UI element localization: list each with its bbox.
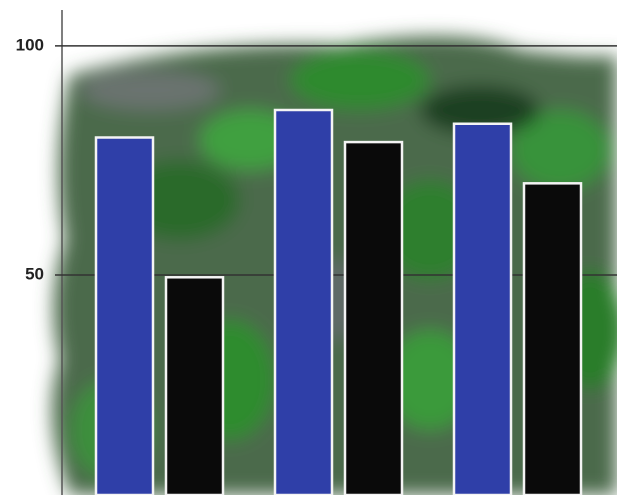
y-tick-label: 50 [25,264,44,283]
bar [94,136,155,495]
bar [164,276,225,495]
bar [273,108,334,495]
y-tick-label: 100 [16,35,44,54]
bar [343,140,404,495]
bar [452,122,513,495]
bar [522,182,583,495]
